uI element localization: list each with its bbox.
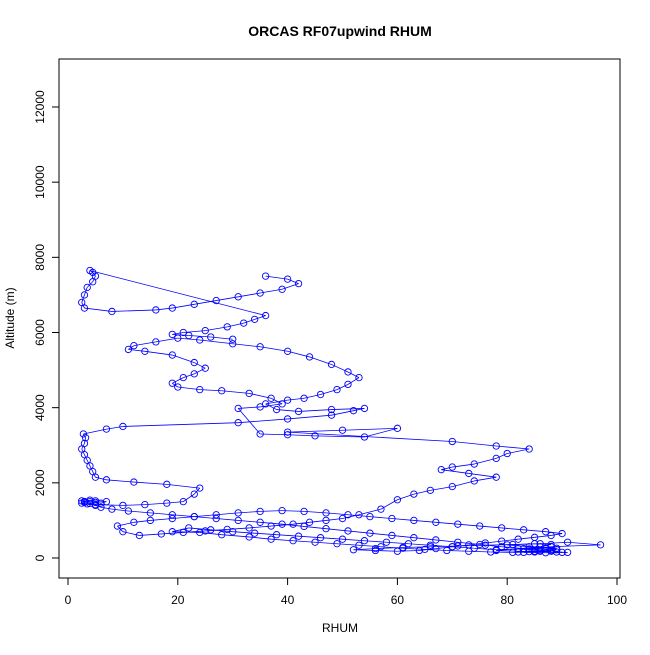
series-line-segment [222, 391, 249, 394]
series-line-segment [84, 287, 87, 295]
y-tick-label: 4000 [33, 394, 47, 421]
y-axis-label: Altitude (m) [3, 287, 17, 348]
x-axis-label: RHUM [322, 621, 358, 635]
y-tick-label: 0 [33, 554, 47, 561]
y-tick-label: 8000 [33, 244, 47, 271]
series-line-segment [452, 441, 496, 446]
series-line-segment [123, 423, 238, 427]
series-line-segment [82, 295, 85, 303]
series-1 [79, 267, 302, 342]
series-layer [79, 267, 604, 556]
chart-title: ORCAS RF07upwind RHUM [248, 23, 432, 39]
series-line-segment [183, 494, 194, 502]
series-line-segment [551, 534, 562, 536]
series-line-segment [288, 435, 315, 436]
x-tick-label: 80 [501, 593, 515, 607]
x-tick-label: 40 [281, 593, 295, 607]
x-tick-label: 60 [391, 593, 405, 607]
series-line-segment [496, 446, 529, 449]
series-line-segment [238, 419, 287, 423]
y-axis: 0 2000 4000 6000 8000 10000 12000 [33, 90, 59, 561]
series-line-segment [145, 351, 172, 355]
plot-area-border [59, 59, 620, 578]
series-line-segment [397, 494, 413, 500]
series-line-segment [200, 340, 233, 344]
series-line-segment [84, 308, 111, 311]
series-0 [79, 335, 604, 556]
series-line-segment [90, 270, 266, 315]
x-tick-label: 20 [171, 593, 185, 607]
series-line-segment [112, 310, 156, 312]
series-line-segment [101, 507, 112, 509]
y-tick-label: 12000 [33, 90, 47, 124]
y-tick-label: 10000 [33, 165, 47, 199]
series-line-segment [332, 364, 348, 372]
series-line-segment [167, 484, 200, 488]
x-tick-label: 100 [607, 593, 627, 607]
series-line-segment [106, 480, 133, 482]
series-line-segment [343, 428, 398, 430]
series-line-segment [299, 410, 332, 412]
series-line-segment [260, 347, 287, 352]
y-tick-label: 2000 [33, 469, 47, 496]
x-axis: 0 20 40 60 80 100 [65, 578, 628, 607]
series-line-segment [222, 535, 249, 537]
series-line-segment [469, 473, 496, 477]
y-tick-label: 6000 [33, 319, 47, 346]
series-line-segment [288, 415, 332, 419]
series-line-segment [260, 434, 287, 435]
series-line-segment [348, 378, 359, 385]
series-line-segment [233, 344, 260, 347]
series-line-segment [441, 470, 468, 474]
x-tick-label: 0 [65, 593, 72, 607]
series-line-segment [288, 430, 343, 432]
series-line-segment [568, 542, 601, 545]
series-line-segment [282, 284, 298, 290]
series-line-segment [134, 482, 167, 484]
